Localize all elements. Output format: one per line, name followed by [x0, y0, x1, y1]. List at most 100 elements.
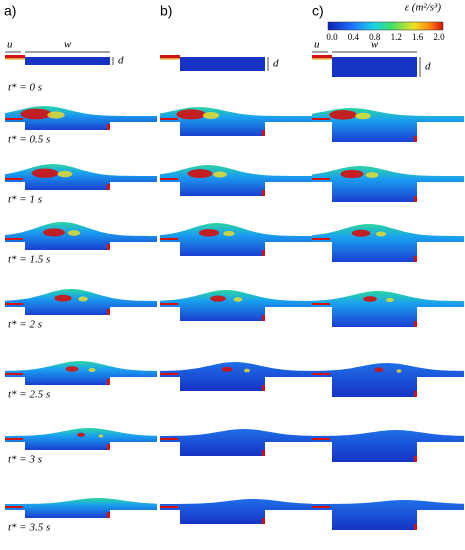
mid-dissipation — [47, 111, 65, 119]
step-corner — [414, 524, 417, 530]
flow-field — [160, 429, 312, 456]
high-dissipation — [374, 367, 384, 373]
high-dissipation — [31, 168, 59, 178]
colorbar — [327, 21, 444, 31]
flow-field — [160, 499, 312, 524]
colorbar-tick-label: 1.6 — [412, 32, 424, 42]
inlet-jet — [5, 178, 23, 180]
inlet-jet — [160, 118, 178, 120]
dim-d: d — [273, 58, 279, 70]
mid-dissipation — [233, 297, 243, 302]
step-corner — [107, 379, 110, 385]
high-dissipation — [65, 366, 79, 372]
step-corner — [262, 130, 265, 136]
time-label: t* = 3 s — [8, 454, 42, 466]
basin — [25, 57, 110, 65]
step-corner — [414, 256, 417, 262]
high-dissipation — [77, 432, 85, 437]
high-dissipation — [54, 294, 72, 302]
mid-dissipation — [355, 112, 371, 120]
colorbar-title: ε (m²/s³) — [405, 2, 442, 14]
high-dissipation — [20, 108, 52, 120]
mid-dissipation — [202, 112, 220, 119]
mid-dissipation — [57, 170, 73, 178]
inlet-jet — [160, 373, 178, 375]
colorbar-tick-label: 0.8 — [369, 32, 381, 42]
flow-field — [160, 362, 312, 391]
mid-dissipation — [386, 297, 394, 303]
panel-label: b) — [160, 3, 172, 19]
colorbar-tick-label: 2.0 — [433, 32, 445, 42]
inlet-jet — [312, 303, 330, 305]
flow-field — [312, 363, 464, 397]
inlet-jet — [5, 438, 23, 440]
step-corner — [107, 309, 110, 315]
dim-w: w — [371, 39, 379, 51]
flow-field — [160, 290, 312, 321]
step-corner — [262, 315, 265, 321]
step-corner — [107, 124, 110, 130]
inlet-wall — [5, 58, 25, 60]
step-corner — [414, 136, 417, 142]
inlet-jet — [160, 303, 178, 305]
flow-field — [5, 498, 157, 518]
mid-dissipation — [365, 172, 379, 178]
step-corner — [107, 512, 110, 518]
mid-dissipation — [244, 368, 250, 373]
inlet-jet — [160, 238, 178, 240]
time-label: t* = 0 s — [8, 82, 42, 94]
dim-u: u — [7, 39, 13, 51]
flow-field — [312, 500, 464, 530]
colorbar-tick-label: 0.0 — [326, 32, 338, 42]
inlet-jet — [5, 506, 23, 508]
flow-field — [5, 428, 157, 450]
high-dissipation — [351, 229, 371, 237]
step-corner — [262, 518, 265, 524]
time-label: t* = 3.5 s — [8, 522, 50, 534]
inlet-wall — [160, 58, 180, 60]
flow-field — [312, 291, 464, 327]
time-label: t* = 2.5 s — [8, 389, 50, 401]
basin — [180, 57, 265, 71]
high-dissipation — [340, 169, 364, 179]
high-dissipation — [176, 109, 206, 120]
step-corner — [262, 385, 265, 391]
panel-label: c) — [312, 3, 324, 19]
dim-d: d — [118, 55, 124, 67]
colorbar-tick-label: 1.2 — [391, 32, 402, 42]
mid-dissipation — [213, 171, 227, 178]
step-corner — [262, 450, 265, 456]
dim-d: d — [425, 61, 431, 73]
panel-label: a) — [4, 3, 16, 19]
step-corner — [107, 184, 110, 190]
flow-field — [312, 166, 464, 202]
high-dissipation — [210, 295, 226, 302]
mid-dissipation — [78, 296, 88, 302]
step-corner — [107, 444, 110, 450]
flow-field — [312, 224, 464, 262]
flow-field — [5, 361, 157, 385]
flow-field — [312, 430, 464, 462]
dim-u: u — [314, 39, 320, 51]
inlet-jet — [160, 506, 178, 508]
step-corner — [414, 321, 417, 327]
flow-field — [160, 165, 312, 196]
step-corner — [414, 196, 417, 202]
inlet-jet — [160, 438, 178, 440]
flow-field — [160, 223, 312, 256]
inlet-wall — [312, 58, 332, 60]
step-corner — [414, 456, 417, 462]
inlet-jet — [312, 118, 330, 120]
inlet-jet — [312, 238, 330, 240]
time-label: t* = 2 s — [8, 319, 42, 331]
basin — [332, 57, 417, 77]
inlet-channel — [160, 55, 180, 58]
inlet-channel — [312, 55, 332, 58]
time-label: t* = 1.5 s — [8, 254, 50, 266]
mid-dissipation — [223, 230, 235, 237]
step-corner — [262, 190, 265, 196]
step-corner — [262, 250, 265, 256]
inlet-jet — [5, 118, 23, 120]
mid-dissipation — [396, 369, 402, 373]
